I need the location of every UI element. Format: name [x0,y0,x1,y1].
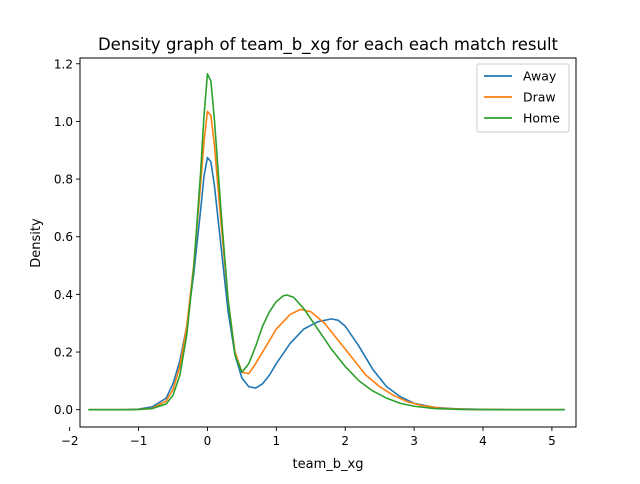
y-tick-label: 0.6 [54,230,73,244]
x-tick-label: 0 [204,434,212,448]
legend-label-draw: Draw [523,90,556,105]
y-tick-label: 0.8 [54,173,73,187]
x-tick-label: 1 [273,434,281,448]
y-tick-label: 0.0 [54,403,73,417]
legend-label-home: Home [523,111,560,126]
y-axis: 0.0 0.2 0.4 0.6 0.8 1.0 1.2 [54,57,80,417]
plot-frame [79,57,577,428]
x-tick-label: 4 [479,434,487,448]
y-tick-label: 1.2 [54,57,73,71]
series-line-home [88,73,566,411]
y-tick-label: 0.2 [54,346,73,360]
x-tick-label: 2 [341,434,349,448]
x-axis: −2 −1 0 1 2 3 4 5 [61,427,556,448]
x-tick-label: −1 [130,434,148,448]
x-tick-label: 5 [548,434,556,448]
x-axis-label: team_b_xg [293,457,364,472]
y-axis-label: Density [29,218,44,268]
chart-title: Density graph of team_b_xg for each each… [98,35,559,55]
y-tick-label: 0.4 [54,288,73,302]
legend-label-away: Away [523,69,557,84]
plot-lines [88,73,566,411]
legend: Away Draw Home [476,63,570,133]
legend-box [476,63,570,133]
y-tick-label: 1.0 [54,115,73,129]
x-tick-label: −2 [61,434,79,448]
x-tick-label: 3 [410,434,418,448]
series-line-draw [88,110,566,411]
